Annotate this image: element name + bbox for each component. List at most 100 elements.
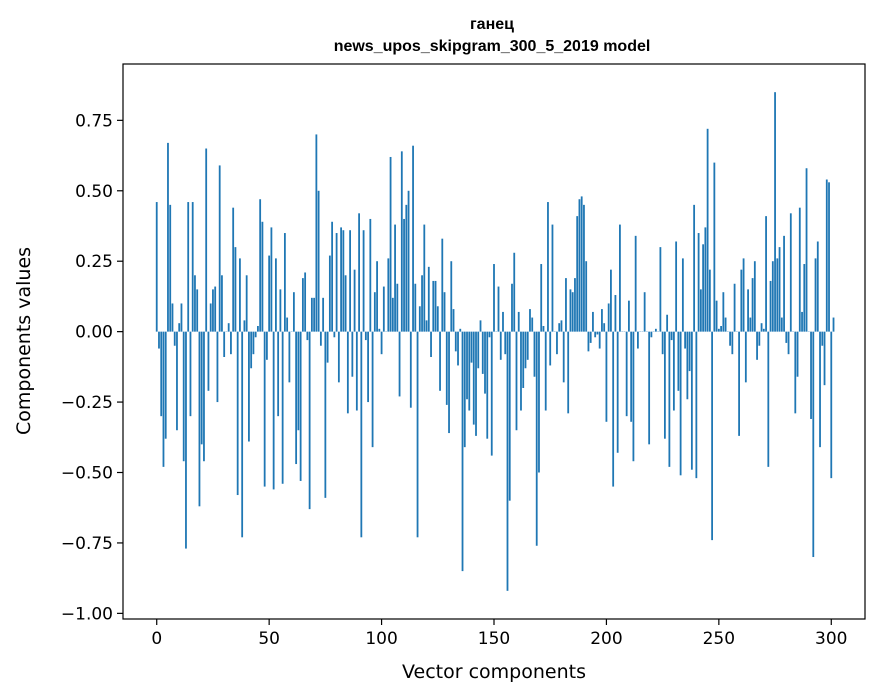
bar-187 [576, 216, 579, 332]
bar-288 [803, 264, 806, 332]
bar-224 [659, 247, 662, 332]
bar-263 [747, 289, 749, 332]
bar-136 [461, 331, 464, 572]
bar-121 [427, 266, 430, 332]
bar-85 [346, 331, 349, 414]
bar-219 [648, 331, 651, 445]
bar-107 [396, 283, 399, 332]
bar-284 [794, 331, 797, 414]
bar-132 [452, 309, 455, 332]
bar-273 [769, 280, 772, 332]
bar-265 [751, 278, 754, 332]
bar-74 [322, 297, 325, 332]
bar-77 [328, 255, 331, 332]
x-tick-label: 300 [815, 629, 847, 649]
bar-110 [403, 218, 405, 332]
bar-49 [266, 331, 268, 360]
bar-140 [470, 331, 473, 363]
bar-178 [556, 331, 558, 355]
bar-200 [605, 331, 608, 422]
bar-95 [369, 218, 372, 332]
bar-46 [259, 199, 262, 332]
bar-55 [279, 289, 282, 332]
bar-299 [828, 182, 830, 332]
bar-176 [551, 224, 554, 332]
bar-33 [230, 331, 232, 355]
bar-73 [319, 331, 322, 346]
bar-38 [241, 331, 244, 538]
bar-211 [630, 331, 633, 422]
y-tick-label: −0.50 [61, 464, 113, 484]
x-tick-label: 200 [590, 629, 622, 649]
bar-11 [180, 303, 183, 332]
bar-282 [789, 213, 792, 332]
bar-124 [434, 280, 437, 332]
bar-189 [580, 196, 583, 332]
bar-238 [690, 331, 693, 470]
bar-253 [724, 317, 727, 332]
bar-228 [668, 331, 671, 467]
bar-103 [387, 258, 390, 332]
bar-120 [425, 320, 428, 332]
bar-50 [268, 255, 271, 332]
bar-276 [776, 258, 779, 332]
bar-99 [378, 328, 381, 332]
bar-235 [684, 331, 687, 349]
bar-257 [733, 283, 736, 332]
bar-277 [778, 247, 781, 332]
bar-271 [765, 216, 767, 332]
bar-138 [466, 331, 468, 400]
bar-244 [704, 227, 707, 332]
bar-142 [475, 331, 477, 436]
bar-264 [749, 317, 752, 332]
bar-245 [706, 128, 709, 332]
bar-56 [281, 331, 284, 484]
bar-204 [614, 295, 617, 332]
bar-78 [331, 221, 334, 332]
bar-241 [697, 233, 700, 332]
bar-93 [364, 331, 367, 341]
bar-51 [270, 227, 273, 332]
bar-122 [430, 331, 432, 357]
bar-205 [616, 331, 619, 453]
bar-71 [315, 134, 318, 332]
bar-29 [221, 275, 223, 332]
bar-186 [574, 278, 576, 332]
bar-114 [412, 145, 414, 332]
bar-194 [592, 311, 594, 332]
bar-180 [560, 320, 563, 332]
bar-159 [513, 252, 516, 332]
bars-group [155, 92, 835, 591]
bar-35 [234, 247, 237, 332]
bar-274 [771, 261, 774, 332]
bar-168 [533, 331, 536, 377]
bar-10 [178, 323, 181, 332]
bar-251 [720, 326, 722, 332]
bar-143 [477, 331, 480, 369]
bar-94 [367, 331, 369, 403]
bar-28 [218, 165, 221, 332]
bar-278 [780, 317, 783, 332]
bar-4 [164, 331, 167, 439]
y-tick-label: 0.25 [75, 252, 113, 272]
bar-227 [666, 314, 669, 332]
bar-58 [286, 317, 289, 332]
bar-156 [506, 331, 509, 591]
bar-162 [520, 331, 522, 411]
bar-125 [436, 306, 439, 332]
bar-199 [603, 323, 606, 332]
bar-246 [708, 269, 711, 332]
bar-63 [297, 331, 300, 431]
bar-192 [587, 331, 590, 352]
bar-164 [524, 331, 527, 369]
bar-179 [558, 323, 561, 332]
bar-260 [740, 269, 743, 332]
bar-148 [488, 331, 491, 338]
bar-24 [209, 303, 212, 332]
x-tick-label: 50 [258, 629, 280, 649]
bar-17 [194, 275, 196, 332]
bar-80 [335, 233, 338, 332]
bar-155 [504, 331, 507, 355]
bar-39 [243, 320, 246, 332]
bar-230 [672, 331, 675, 411]
